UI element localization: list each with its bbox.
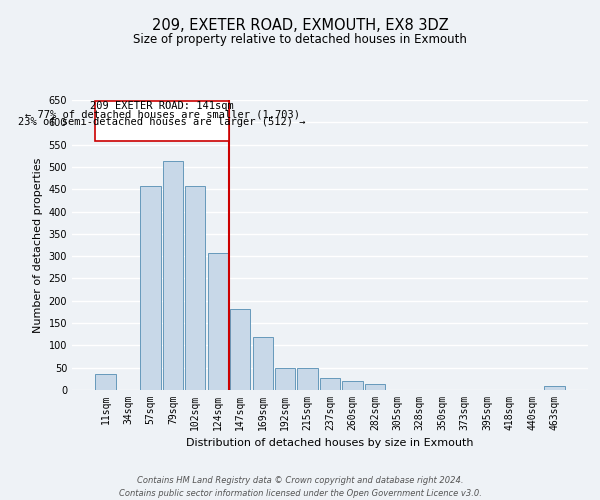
- Bar: [320, 378, 340, 390]
- Text: 209 EXETER ROAD: 141sqm: 209 EXETER ROAD: 141sqm: [91, 101, 234, 111]
- Text: 23% of semi-detached houses are larger (512) →: 23% of semi-detached houses are larger (…: [19, 118, 306, 128]
- Bar: [544, 386, 565, 390]
- Bar: [365, 384, 385, 390]
- Bar: [343, 381, 362, 390]
- X-axis label: Distribution of detached houses by size in Exmouth: Distribution of detached houses by size …: [186, 438, 474, 448]
- Text: ← 77% of detached houses are smaller (1,703): ← 77% of detached houses are smaller (1,…: [25, 110, 300, 120]
- Bar: [140, 186, 161, 390]
- Bar: [95, 374, 116, 390]
- Bar: [253, 338, 273, 390]
- Bar: [208, 253, 228, 390]
- FancyBboxPatch shape: [95, 101, 229, 141]
- Bar: [298, 368, 317, 390]
- Text: 209, EXETER ROAD, EXMOUTH, EX8 3DZ: 209, EXETER ROAD, EXMOUTH, EX8 3DZ: [152, 18, 448, 32]
- Bar: [185, 186, 205, 390]
- Bar: [230, 309, 250, 390]
- Text: Size of property relative to detached houses in Exmouth: Size of property relative to detached ho…: [133, 32, 467, 46]
- Text: Contains HM Land Registry data © Crown copyright and database right 2024.
Contai: Contains HM Land Registry data © Crown c…: [119, 476, 481, 498]
- Bar: [163, 161, 183, 390]
- Y-axis label: Number of detached properties: Number of detached properties: [33, 158, 43, 332]
- Bar: [275, 368, 295, 390]
